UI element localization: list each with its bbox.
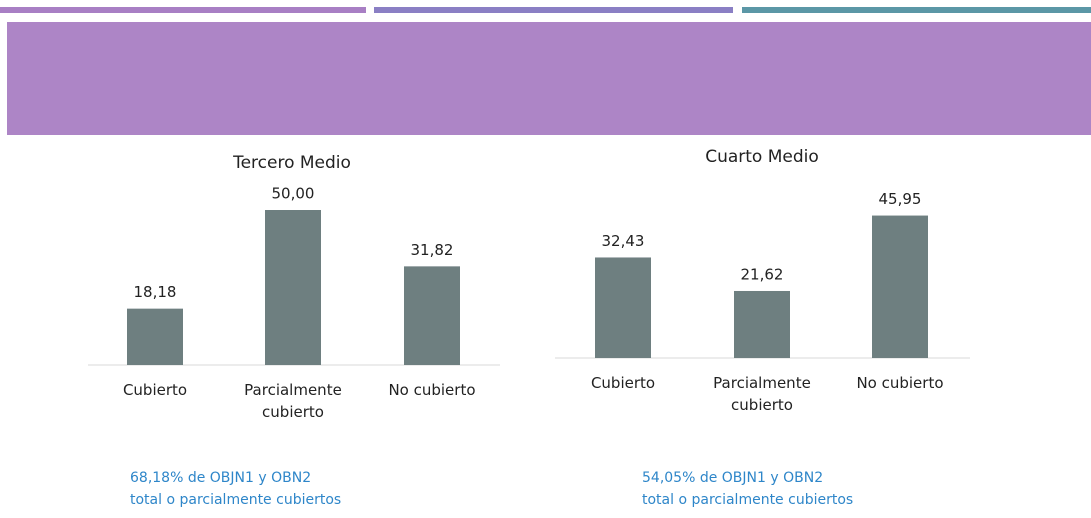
banner (7, 22, 1091, 135)
category-label: Cubierto (591, 374, 655, 392)
note: 54,05% de OBJN1 y OBN2 (642, 470, 823, 486)
bar (872, 215, 928, 358)
bar (595, 257, 651, 358)
stripe (374, 7, 733, 13)
chart-title: Cuarto Medio (705, 147, 819, 167)
bar (404, 266, 460, 365)
bar (734, 290, 790, 358)
stripe (742, 7, 1091, 13)
note: total o parcialmente cubiertos (642, 492, 853, 508)
category-label: No cubierto (856, 374, 943, 392)
stripe (0, 7, 366, 13)
value-label: 45,95 (879, 190, 922, 208)
value-label: 21,62 (741, 265, 784, 283)
value-label: 50,00 (272, 185, 315, 203)
category-label: Parcialmente cubierto (713, 374, 811, 414)
value-label: 31,82 (411, 241, 454, 259)
category-label: No cubierto (388, 381, 475, 399)
chart-title: Tercero Medio (232, 153, 351, 173)
category-label: Cubierto (123, 381, 187, 399)
bar (265, 210, 321, 365)
note: total o parcialmente cubiertos (130, 492, 341, 508)
category-label: Parcialmente cubierto (244, 381, 342, 421)
value-label: 18,18 (134, 283, 177, 301)
value-label: 32,43 (602, 232, 645, 250)
note: 68,18% de OBJN1 y OBN2 (130, 470, 311, 486)
bar (127, 308, 183, 365)
